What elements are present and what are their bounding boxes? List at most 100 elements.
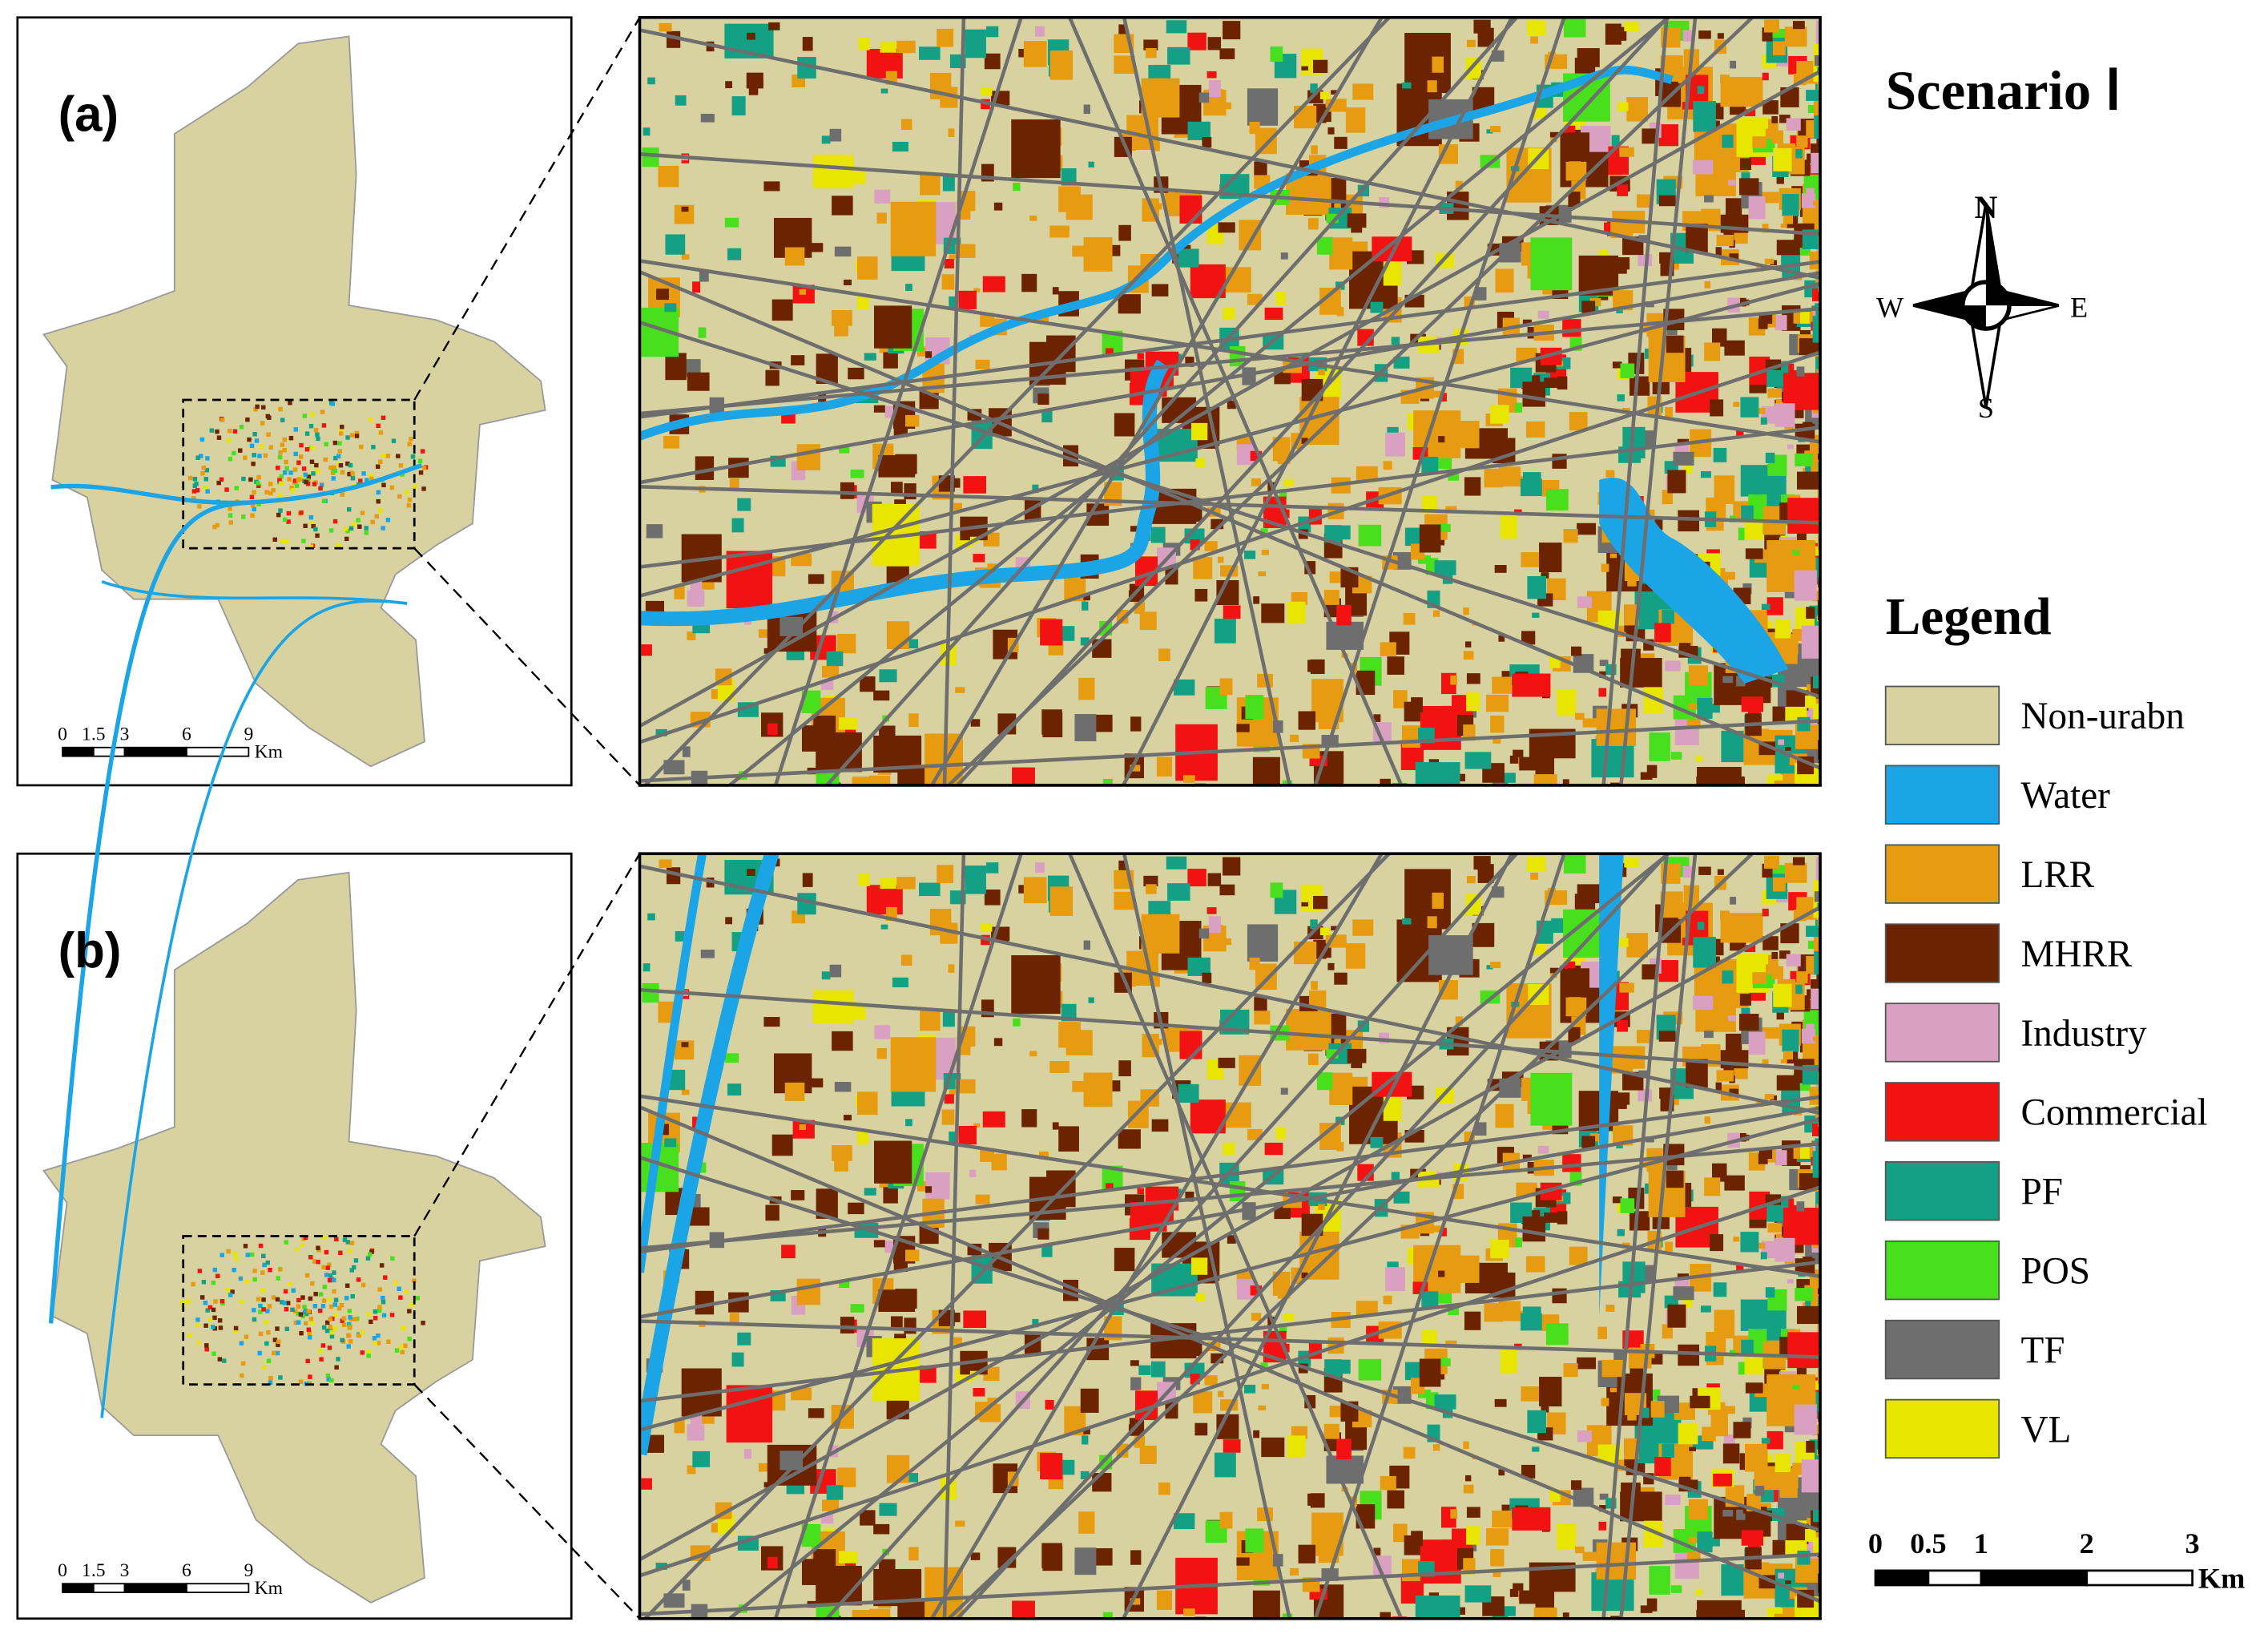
landuse-patch xyxy=(1253,596,1260,604)
landuse-patch xyxy=(1530,237,1573,291)
landuse-patch xyxy=(1138,1365,1151,1375)
overview-patch xyxy=(287,1281,292,1286)
landuse-patch xyxy=(1686,718,1701,728)
landuse-patch xyxy=(1765,128,1775,139)
overview-patch xyxy=(381,1300,386,1305)
overview-patch xyxy=(328,1317,333,1321)
landuse-patch xyxy=(1419,524,1441,553)
overview-patch xyxy=(264,490,269,494)
landuse-patch xyxy=(1194,588,1208,602)
overview-patch xyxy=(385,518,391,522)
landuse-patch xyxy=(1049,1061,1070,1073)
overview-patch xyxy=(195,1317,200,1322)
overview-patch xyxy=(407,1309,412,1313)
landuse-patch xyxy=(655,728,667,736)
landuse-patch xyxy=(1158,648,1170,661)
landuse-patch xyxy=(873,1240,885,1248)
landuse-patch xyxy=(905,1119,912,1127)
landuse-patch xyxy=(1074,714,1097,741)
overview-patch xyxy=(309,1321,315,1325)
landuse-patch xyxy=(1035,26,1045,37)
landuse-patch xyxy=(1784,862,1807,883)
overview-patch xyxy=(313,527,318,532)
landuse-patch xyxy=(965,865,986,894)
landuse-patch xyxy=(1393,356,1410,369)
landuse-patch xyxy=(1819,1522,1821,1550)
scale-segment xyxy=(62,746,95,757)
landuse-patch xyxy=(1080,1388,1099,1413)
road xyxy=(641,152,1821,236)
landuse-patch xyxy=(873,1523,890,1535)
landuse-patch xyxy=(1786,363,1795,373)
overview-landuse xyxy=(180,1235,425,1386)
landuse-patch xyxy=(1500,515,1517,539)
landuse-patch xyxy=(1601,563,1609,572)
compass-north: N xyxy=(1975,189,1998,225)
overview-patch xyxy=(330,470,336,475)
overview-patch xyxy=(320,410,325,414)
landuse-patch xyxy=(682,1580,691,1591)
landuse-patch xyxy=(1729,253,1739,261)
landuse-patch xyxy=(1670,258,1679,270)
city-outline xyxy=(42,35,546,768)
overview-patch xyxy=(346,506,352,512)
landuse-patch xyxy=(1052,1122,1059,1130)
landuse-patch xyxy=(1193,1391,1213,1414)
landuse-patch xyxy=(1754,1324,1762,1329)
overview-patch xyxy=(373,1309,378,1314)
landuse-patch xyxy=(1673,1286,1694,1301)
landuse-patch xyxy=(1716,234,1734,247)
overview-patch xyxy=(252,432,257,437)
landuse-patch xyxy=(1654,623,1671,643)
landuse-patch xyxy=(747,869,755,877)
landuse-patch xyxy=(1819,1469,1821,1495)
overview-patch xyxy=(328,465,333,470)
city-outline xyxy=(42,871,546,1604)
landuse-patch xyxy=(821,1499,840,1511)
landuse-patch xyxy=(1577,1357,1597,1370)
landuse-patch xyxy=(986,862,999,873)
landuse-patch xyxy=(1515,402,1523,413)
road xyxy=(641,719,1821,783)
landuse-patch xyxy=(1336,1438,1352,1460)
landuse-patch xyxy=(1820,539,1821,551)
landuse-patch xyxy=(1061,626,1075,641)
landuse-patch xyxy=(1650,1401,1665,1418)
landuse-patch xyxy=(840,482,855,499)
landuse-patch xyxy=(1329,1072,1353,1105)
road xyxy=(641,306,1821,416)
landuse-patch xyxy=(919,882,941,897)
landuse-patch xyxy=(1765,1287,1775,1298)
landuse-patch xyxy=(1219,48,1235,59)
landuse-patch xyxy=(1658,1031,1676,1042)
overview-patch xyxy=(195,488,200,493)
overview-patch xyxy=(208,1317,213,1323)
landuse-patch xyxy=(1697,922,1705,930)
landuse-patch xyxy=(1717,33,1724,39)
landuse-patch xyxy=(1457,773,1465,782)
landuse-patch xyxy=(1287,601,1306,624)
overview-patch xyxy=(282,437,287,442)
landuse-patch xyxy=(1710,1234,1724,1252)
overview-patch xyxy=(397,494,402,499)
landuse-patch xyxy=(1773,983,1792,1007)
landuse-patch xyxy=(1114,1248,1135,1272)
landuse-patch xyxy=(1082,601,1089,611)
landuse-patch xyxy=(1214,1452,1236,1478)
road xyxy=(930,855,1384,1619)
landuse-patch xyxy=(1373,714,1381,722)
landuse-patch xyxy=(1283,478,1295,487)
landuse-patch xyxy=(796,1278,820,1305)
landuse-patch xyxy=(876,1048,887,1059)
landuse-patch xyxy=(1530,872,1538,880)
landuse-patch xyxy=(837,1467,856,1487)
landuse-patch xyxy=(1738,178,1759,196)
landuse-patch xyxy=(690,580,703,594)
landuse-patch xyxy=(1820,727,1821,736)
landuse-patch xyxy=(1819,587,1821,604)
scale-unit: Km xyxy=(255,741,283,762)
landuse-patch xyxy=(758,629,768,638)
overview-patch xyxy=(268,482,273,486)
road xyxy=(728,855,1670,1619)
